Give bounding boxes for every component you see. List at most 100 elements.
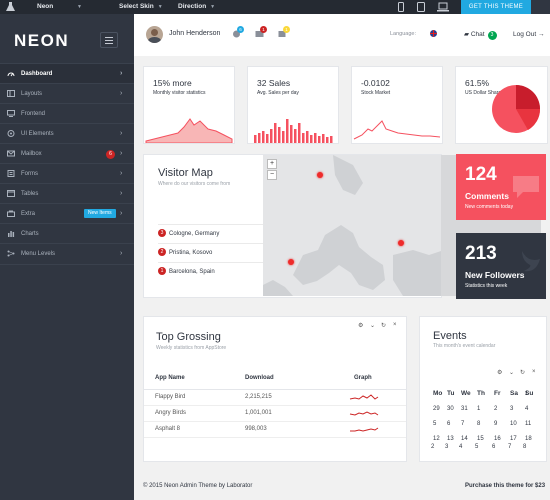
gear-icon[interactable]: ⚙ <box>497 370 503 376</box>
chevron-right-icon: › <box>120 130 123 137</box>
laptop-icon[interactable] <box>437 2 449 14</box>
calendar-day[interactable]: 29 <box>433 406 440 412</box>
calendar-day[interactable]: 30 <box>447 406 454 412</box>
map-marker-barcelona[interactable] <box>288 259 294 265</box>
sidebar-item-label: Forms <box>21 171 38 177</box>
followers-count: 213 <box>465 243 497 264</box>
map-marker-cologne[interactable] <box>317 172 323 178</box>
app-name[interactable]: Neon <box>37 3 54 10</box>
sidebar-item-extra[interactable]: Extra New Items › <box>0 203 134 224</box>
chevron-right-icon: › <box>120 70 123 77</box>
table-row[interactable]: Asphalt 8 998,003 <box>144 422 406 438</box>
comments-tile[interactable]: 124 Comments New comments today <box>456 154 546 220</box>
mail-icon[interactable]: 1 <box>255 26 267 38</box>
table-row[interactable]: Flappy Bird 2,215,215 <box>144 390 406 406</box>
flask-icon[interactable] <box>6 0 16 14</box>
list-item[interactable]: 3 Cologne, Germany <box>158 224 266 244</box>
calendar-day[interactable]: 31 <box>461 406 468 412</box>
topbar-end <box>531 0 550 14</box>
close-icon[interactable]: × <box>393 322 397 328</box>
close-icon[interactable]: × <box>532 369 536 375</box>
chevron-down-icon: ▼ <box>157 4 163 10</box>
calendar-day[interactable]: 5 <box>475 444 479 450</box>
refresh-icon[interactable]: ↻ <box>520 370 526 376</box>
calendar-day[interactable]: 14 <box>461 436 468 442</box>
bar-chart-icon <box>8 231 15 237</box>
sidebar-item-dashboard[interactable]: Dashboard › <box>0 63 134 84</box>
sidebar-item-charts[interactable]: Charts <box>0 223 134 244</box>
list-item[interactable]: 2 Pristina, Kosovo <box>158 243 266 263</box>
calendar-day[interactable]: 4 <box>459 444 463 450</box>
zoom-in-button[interactable]: + <box>267 159 277 169</box>
calendar-day[interactable]: 6 <box>492 444 496 450</box>
menu-toggle-button[interactable] <box>100 32 118 48</box>
calendar-day[interactable]: 11 <box>525 421 532 427</box>
calendar-day[interactable]: 1 <box>525 391 529 397</box>
gear-icon[interactable]: ⚙ <box>358 323 364 329</box>
sidebar-item-label: Layouts <box>21 91 43 97</box>
calendar-day[interactable]: 7 <box>461 421 465 427</box>
calendar-day[interactable]: 5 <box>433 421 437 427</box>
avatar[interactable] <box>146 26 163 43</box>
map-marker-pristina[interactable] <box>398 240 404 246</box>
sidebar-item-label: Dashboard <box>21 71 53 77</box>
calendar-day[interactable]: 3 <box>510 406 514 412</box>
calendar-day[interactable]: 2 <box>494 406 498 412</box>
sidebar-item-forms[interactable]: Forms › <box>0 163 134 184</box>
calendar-day[interactable]: 9 <box>494 421 498 427</box>
user-name[interactable]: John Henderson <box>169 30 221 37</box>
calendar-day[interactable]: 8 <box>523 444 527 450</box>
sidebar-item-ui-elements[interactable]: UI Elements › <box>0 123 134 144</box>
globe-icon[interactable]: 6 <box>232 26 244 38</box>
calendar-day[interactable]: 4 <box>525 406 529 412</box>
followers-tile[interactable]: 213 New Followers Statistics this week <box>456 233 546 299</box>
day-of-week-header: Tu <box>447 390 455 397</box>
uk-flag-icon[interactable] <box>430 30 437 37</box>
city-name: Pristina, Kosovo <box>169 250 213 256</box>
tablet-icon[interactable] <box>417 2 425 14</box>
sidebar-item-label: UI Elements <box>21 131 54 137</box>
refresh-icon[interactable]: ↻ <box>381 323 387 329</box>
calendar-day[interactable]: 13 <box>447 436 454 442</box>
chevron-right-icon: › <box>120 190 123 197</box>
europe-map[interactable]: + − <box>263 155 541 296</box>
logo[interactable]: NEON <box>14 31 70 50</box>
sidebar-item-menu-levels[interactable]: Menu Levels › <box>0 243 134 265</box>
chevron-down-icon[interactable]: ⌄ <box>370 323 376 329</box>
calendar-day[interactable]: 18 <box>525 436 532 442</box>
monitor-icon <box>7 110 15 117</box>
calendar-day[interactable]: 8 <box>477 421 481 427</box>
calendar-day[interactable]: 10 <box>510 421 517 427</box>
select-skin-menu[interactable]: Select Skin ▼ <box>119 0 163 14</box>
direction-menu[interactable]: Direction ▼ <box>178 0 215 14</box>
purchase-link[interactable]: Purchase this theme for $23 <box>465 483 546 489</box>
list-icon[interactable]: 1 <box>278 26 290 38</box>
stat-card-visitors: 15% more Monthly visitor statistics <box>143 66 235 144</box>
calendar-day[interactable]: 3 <box>445 444 449 450</box>
calendar-day[interactable]: 17 <box>510 436 517 442</box>
calendar-day[interactable]: 6 <box>447 421 451 427</box>
list-item[interactable]: 1 Barcelona, Spain <box>158 262 266 282</box>
chat-button[interactable]: ▰ Chat 3 <box>464 30 497 40</box>
phone-icon[interactable] <box>398 2 404 14</box>
chevron-right-icon: › <box>120 170 123 177</box>
calendar-day[interactable]: 12 <box>433 436 440 442</box>
get-this-theme-button[interactable]: GET THIS THEME <box>461 0 531 14</box>
calendar-day[interactable]: 15 <box>477 436 484 442</box>
new-items-badge: New Items <box>84 209 116 218</box>
twitter-icon <box>522 251 540 272</box>
sidebar-item-layouts[interactable]: Layouts › <box>0 83 134 104</box>
stat-label: Monthly visitor statistics <box>153 90 206 96</box>
calendar-day[interactable]: 16 <box>494 436 501 442</box>
table-row[interactable]: Angry Birds 1,001,001 <box>144 406 406 422</box>
zoom-out-button[interactable]: − <box>267 170 277 180</box>
sidebar-item-frontend[interactable]: Frontend <box>0 103 134 124</box>
sidebar-item-mailbox[interactable]: Mailbox 6 › <box>0 143 134 164</box>
chevron-down-icon[interactable]: ⌄ <box>509 370 515 376</box>
sidebar-item-tables[interactable]: Tables › <box>0 183 134 204</box>
calendar-day[interactable]: 7 <box>508 444 512 450</box>
chevron-down-icon[interactable]: ▼ <box>77 4 82 10</box>
calendar-day[interactable]: 1 <box>477 406 481 412</box>
calendar-day[interactable]: 2 <box>431 444 435 450</box>
logout-link[interactable]: Log Out → <box>513 31 544 38</box>
